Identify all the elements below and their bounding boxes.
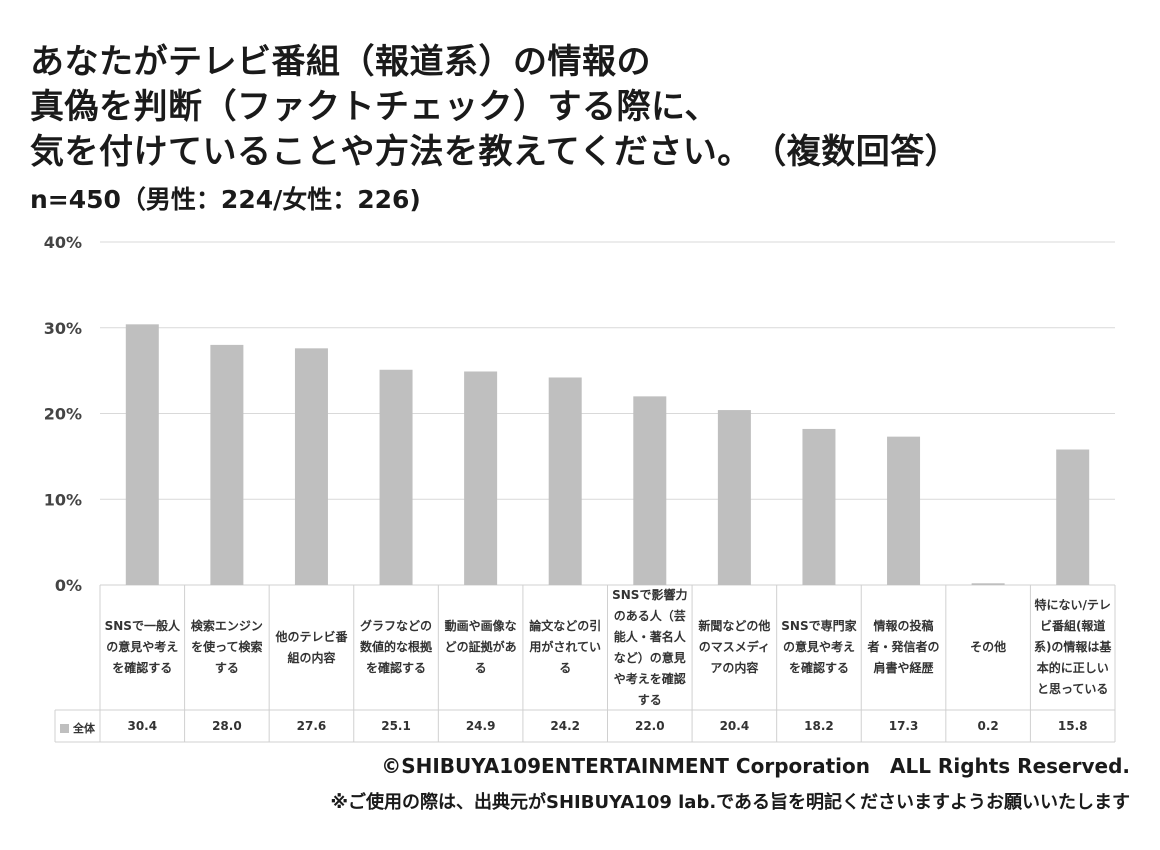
y-tick-label: 30% xyxy=(44,319,82,338)
bar xyxy=(125,324,159,585)
bar-chart: 0% 10% 20% 30% 40% xyxy=(44,233,1116,743)
bar xyxy=(1056,449,1090,585)
bar xyxy=(210,344,244,585)
bar xyxy=(971,583,1005,585)
y-tick-label: 10% xyxy=(44,490,82,509)
y-tick-label: 40% xyxy=(44,233,82,252)
data-value-label: 28.0 xyxy=(212,719,242,733)
x-category-label: SNSで影響力のある人（芸能人・著名人など）の意見や考えを確認する xyxy=(612,587,688,707)
x-category-label: その他 xyxy=(970,640,1007,654)
data-value-label: 24.9 xyxy=(465,719,496,733)
chart-title: あなたがテレビ番組（報道系）の情報の 真偽を判断（ファクトチェック）する際に、 … xyxy=(30,40,1140,175)
title-line-1: あなたがテレビ番組（報道系）の情報の xyxy=(30,42,651,82)
data-value-label: 24.2 xyxy=(550,719,580,733)
legend-label: 全体 xyxy=(73,722,95,735)
data-value-label: 15.8 xyxy=(1057,719,1088,733)
bar xyxy=(887,436,921,585)
legend: 全体 xyxy=(60,720,95,736)
data-value-label: 25.1 xyxy=(381,719,411,733)
bar xyxy=(294,348,328,585)
x-category-label: 新聞などの他のマスメディアの内容 xyxy=(698,619,771,675)
bar xyxy=(548,377,582,585)
data-value-label: 27.6 xyxy=(296,719,327,733)
data-value-label: 17.3 xyxy=(888,719,919,733)
data-value-label: 20.4 xyxy=(719,719,750,733)
x-category-label: SNSで一般人の意見や考えを確認する xyxy=(104,619,180,675)
bar xyxy=(717,410,751,585)
x-category-label: 情報の投稿者・発信者の肩書や経歴 xyxy=(867,619,940,675)
sample-size: n=450（男性：224/女性：226) xyxy=(30,185,421,214)
bar xyxy=(802,428,836,585)
data-value-label: 18.2 xyxy=(804,719,834,733)
bar xyxy=(464,371,498,585)
y-tick-label: 0% xyxy=(55,576,82,595)
title-line-2: 真偽を判断（ファクトチェック）する際に、 xyxy=(30,87,719,127)
data-value-label: 0.2 xyxy=(977,719,999,733)
x-category-label: SNSで専門家の意見や考えを確認する xyxy=(781,619,857,675)
bar xyxy=(633,396,667,585)
x-category-label: 論文などの引用がされている xyxy=(529,619,602,675)
x-category-label: 動画や画像などの証拠がある xyxy=(444,619,517,675)
x-category-label: グラフなどの数値的な根拠を確認する xyxy=(360,619,433,675)
data-value-label: 30.4 xyxy=(127,719,158,733)
x-category-label: 検索エンジンを使って検索する xyxy=(190,619,263,675)
x-category-label: 特にない/テレビ番組(報道系)の情報は基本的に正しいと思っている xyxy=(1033,598,1112,696)
data-value-label: 22.0 xyxy=(634,719,665,733)
title-line-3: 気を付けていることや方法を教えてください。 （複数回答） xyxy=(30,132,960,172)
legend-swatch xyxy=(60,723,69,733)
x-category-label: 他のテレビ番組の内容 xyxy=(275,629,348,665)
copyright: ©SHIBUYA109ENTERTAINMENT Corporation ALL… xyxy=(381,754,1130,778)
bar xyxy=(379,369,413,585)
usage-note: ※ご使用の際は、出典元がSHIBUYA109 lab.である旨を明記くださいます… xyxy=(330,792,1131,813)
y-tick-label: 20% xyxy=(44,405,82,424)
